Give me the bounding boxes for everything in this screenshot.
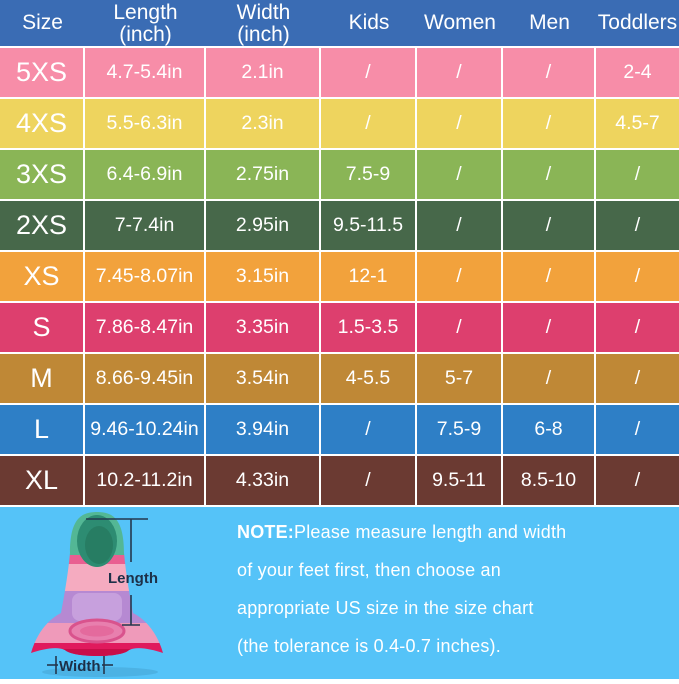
col-header-kids: Kids (321, 0, 417, 48)
cell-men: / (503, 303, 596, 354)
cell-toddlers: / (596, 150, 679, 201)
length-dimension-label: Length (108, 570, 158, 587)
cell-kids: 7.5-9 (321, 150, 417, 201)
cell-length: 6.4-6.9in (85, 150, 206, 201)
cell-size: L (0, 405, 85, 456)
cell-men: / (503, 150, 596, 201)
cell-women: 5-7 (417, 354, 503, 405)
cell-length: 9.46-10.24in (85, 405, 206, 456)
cell-kids: 12-1 (321, 252, 417, 303)
table-row-m: M 8.66-9.45in 3.54in 4-5.5 5-7 / / (0, 354, 679, 405)
cell-kids: / (321, 99, 417, 150)
cell-toddlers: 2-4 (596, 48, 679, 99)
cell-toddlers: / (596, 456, 679, 507)
footer-note-section: Length Width NOTE:Please measure length … (0, 507, 679, 679)
cell-width: 2.95in (206, 201, 321, 252)
size-chart-table: Size Length (inch) Width (inch) Kids Women… (0, 0, 679, 507)
table-row-xs: XS 7.45-8.07in 3.15in 12-1 / / / (0, 252, 679, 303)
fin-body (31, 512, 163, 656)
cell-toddlers: 4.5-7 (596, 99, 679, 150)
cell-length: 5.5-6.3in (85, 99, 206, 150)
cell-size: M (0, 354, 85, 405)
table-row-3xs: 3XS 6.4-6.9in 2.75in 7.5-9 / / / (0, 150, 679, 201)
cell-kids: / (321, 456, 417, 507)
table-row-l: L 9.46-10.24in 3.94in / 7.5-9 6-8 / (0, 405, 679, 456)
cell-women: / (417, 99, 503, 150)
cell-size: 5XS (0, 48, 85, 99)
cell-women: 7.5-9 (417, 405, 503, 456)
cell-size: XL (0, 456, 85, 507)
col-header-toddlers: Toddlers (596, 0, 679, 48)
table-row-2xs: 2XS 7-7.4in 2.95in 9.5-11.5 / / / (0, 201, 679, 252)
table-row-5xs: 5XS 4.7-5.4in 2.1in / / / 2-4 (0, 48, 679, 99)
cell-size: S (0, 303, 85, 354)
cell-size: 2XS (0, 201, 85, 252)
col-header-size: Size (0, 0, 85, 48)
cell-width: 3.15in (206, 252, 321, 303)
cell-men: / (503, 99, 596, 150)
cell-women: / (417, 252, 503, 303)
table-row-s: S 7.86-8.47in 3.35in 1.5-3.5 / / / (0, 303, 679, 354)
fin-diagram: Length Width (0, 507, 230, 679)
fin-shadow (42, 667, 158, 677)
cell-size: 3XS (0, 150, 85, 201)
cell-width: 3.54in (206, 354, 321, 405)
cell-kids: 9.5-11.5 (321, 201, 417, 252)
cell-women: / (417, 303, 503, 354)
col-header-women: Women (417, 0, 503, 48)
width-dimension-label: Width (59, 658, 101, 675)
note-title: NOTE: (237, 522, 294, 542)
cell-kids: 4-5.5 (321, 354, 417, 405)
swim-fin-illustration: Length Width (31, 512, 163, 677)
cell-size: 4XS (0, 99, 85, 150)
cell-toddlers: / (596, 303, 679, 354)
cell-women: 9.5-11 (417, 456, 503, 507)
cell-men: 8.5-10 (503, 456, 596, 507)
cell-kids: 1.5-3.5 (321, 303, 417, 354)
note-line: (the tolerance is 0.4-0.7 inches). (237, 636, 501, 656)
note-line: NOTE:Please measure length and width (237, 522, 567, 542)
cell-width: 2.75in (206, 150, 321, 201)
cell-men: / (503, 201, 596, 252)
cell-men: / (503, 48, 596, 99)
cell-length: 7.45-8.07in (85, 252, 206, 303)
cell-men: / (503, 252, 596, 303)
cell-men: / (503, 354, 596, 405)
note-line: of your feet first, then choose an (237, 560, 501, 580)
cell-kids: / (321, 405, 417, 456)
table-row-xl: XL 10.2-11.2in 4.33in / 9.5-11 8.5-10 / (0, 456, 679, 507)
measurement-lines (47, 518, 148, 674)
cell-length: 8.66-9.45in (85, 354, 206, 405)
header-row: Size Length (inch) Width (inch) Kids Women… (0, 0, 679, 48)
col-header-width: Width (inch) (206, 0, 321, 48)
cell-width: 3.94in (206, 405, 321, 456)
cell-length: 7-7.4in (85, 201, 206, 252)
cell-toddlers: / (596, 405, 679, 456)
cell-length: 4.7-5.4in (85, 48, 206, 99)
cell-men: 6-8 (503, 405, 596, 456)
table-row-4xs: 4XS 5.5-6.3in 2.3in / / / 4.5-7 (0, 99, 679, 150)
cell-toddlers: / (596, 252, 679, 303)
cell-length: 7.86-8.47in (85, 303, 206, 354)
note-line: appropriate US size in the size chart (237, 598, 534, 618)
cell-toddlers: / (596, 201, 679, 252)
cell-women: / (417, 150, 503, 201)
note-text: NOTE:Please measure length and width of … (237, 513, 667, 665)
cell-women: / (417, 48, 503, 99)
cell-kids: / (321, 48, 417, 99)
col-header-men: Men (503, 0, 596, 48)
cell-length: 10.2-11.2in (85, 456, 206, 507)
cell-width: 2.3in (206, 99, 321, 150)
cell-width: 3.35in (206, 303, 321, 354)
cell-width: 4.33in (206, 456, 321, 507)
col-header-length: Length (inch) (85, 0, 206, 48)
cell-toddlers: / (596, 354, 679, 405)
cell-size: XS (0, 252, 85, 303)
cell-women: / (417, 201, 503, 252)
cell-width: 2.1in (206, 48, 321, 99)
